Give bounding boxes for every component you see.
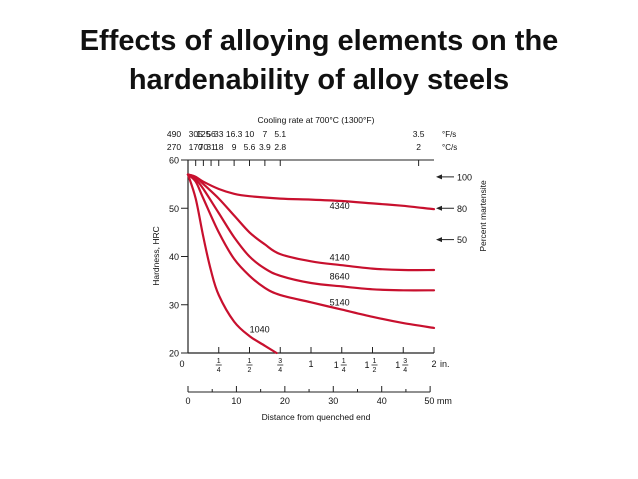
cooling-rate-c-label: 2.8 (274, 142, 286, 152)
mm-tick-label: 30 (328, 396, 338, 406)
x-in-tick-num: 1 (342, 358, 346, 365)
cooling-rate-c-label: 3.9 (259, 142, 271, 152)
x-in-tick-whole: 2 (431, 359, 436, 369)
x-in-tick-den: 4 (217, 367, 221, 374)
series-label-5140: 5140 (330, 298, 350, 308)
cooling-rate-c-label: 31 (206, 142, 216, 152)
x-in-tick-num: 1 (248, 358, 252, 365)
cooling-rate-f-label: 305 (189, 129, 203, 139)
y-tick-label: 30 (169, 300, 179, 310)
x-in-tick-num: 3 (278, 358, 282, 365)
y-tick-label: 40 (169, 252, 179, 262)
x-in-tick-label: 0 (179, 359, 184, 369)
x-in-tick-whole: 1 (395, 360, 400, 370)
cooling-rate-c-label: 18 (214, 142, 224, 152)
x-in-tick-den: 4 (278, 367, 282, 374)
cooling-rate-f-label: 125 (196, 129, 210, 139)
x-in-tick-label: 1 3 4 (395, 358, 409, 374)
x-in-tick-label-text: 0 (179, 359, 184, 369)
martensite-arrowhead (436, 237, 442, 243)
y-tick-label: 20 (169, 349, 179, 359)
cooling-rate-f-label: 10 (245, 129, 255, 139)
cooling-rate-f-label: 33 (214, 129, 224, 139)
cooling-rate-c-label: 170 (189, 142, 203, 152)
x-in-tick-label: 1 12 (364, 358, 378, 374)
x-in-tick-label: 1 14 (334, 358, 347, 374)
x-in-tick-den: 2 (248, 367, 252, 374)
x-in-tick-label: 1 (308, 359, 313, 369)
mm-tick-label: 20 (280, 396, 290, 406)
x-in-tick-num: 3 (403, 358, 407, 365)
cooling-rate-f-label: 7 (263, 129, 268, 139)
top-axis-title: Cooling rate at 700°C (1300°F) (258, 115, 375, 125)
x-in-tick-whole: 1 (334, 360, 339, 370)
series-line-4340 (186, 173, 436, 211)
series-label-4140: 4140 (330, 252, 350, 262)
martensite-arrowhead (436, 205, 442, 211)
x-axis-label: Distance from quenched end (262, 412, 371, 422)
martensite-arrowhead (436, 174, 442, 180)
y-tick-label: 50 (169, 204, 179, 214)
series-label-4340: 4340 (330, 201, 350, 211)
slide-title-line-2: hardenability of alloy steels (128, 64, 510, 96)
x-in-tick-label: 14 (215, 358, 222, 374)
x-in-tick-num: 1 (217, 358, 221, 365)
series-line-5140 (186, 173, 436, 329)
cooling-rate-c-unit: °C/s (442, 143, 457, 152)
mm-tick-label: 40 (377, 396, 387, 406)
cooling-rate-f-label: 490 (167, 129, 181, 139)
slide-title: Effects of alloying elements on the hard… (0, 22, 638, 100)
martensite-label: 80 (457, 204, 467, 214)
cooling-rate-f-unit: °F/s (442, 130, 456, 139)
series-label-1040: 1040 (250, 324, 270, 334)
x-in-tick-label: 2 in. (431, 359, 449, 369)
x-in-tick-den: 4 (403, 367, 407, 374)
series-line-4140 (186, 173, 436, 272)
y-tick-label: 60 (169, 156, 179, 166)
cooling-rate-c-label: 70 (199, 142, 209, 152)
cooling-rate-f-label: 3.5 (413, 129, 425, 139)
series-line-1040 (186, 173, 278, 355)
x-in-tick-label: 12 (246, 358, 253, 374)
series-label-8640: 8640 (330, 272, 350, 282)
y-axis-label: Hardness, HRC (151, 226, 161, 286)
x-in-tick-unit: in. (440, 359, 450, 369)
x-in-tick-num: 1 (373, 358, 377, 365)
x-in-tick-label-text: 1 (308, 359, 313, 369)
martensite-label: 100 (457, 172, 472, 182)
series-line-8640 (186, 173, 436, 292)
slide-title-line-1: Effects of alloying elements on the (79, 25, 559, 57)
cooling-rate-c-label: 5.6 (244, 142, 256, 152)
x-in-tick-whole: 1 (364, 360, 369, 370)
x-in-tick-label: 34 (277, 358, 284, 374)
cooling-rate-f-label: 5.1 (274, 129, 286, 139)
cooling-rate-c-label: 270 (167, 142, 181, 152)
mm-tick-label: 50 mm (424, 396, 452, 406)
x-in-tick-den: 2 (373, 367, 377, 374)
cooling-rate-c-label: 2 (416, 142, 421, 152)
x-in-tick-den: 4 (342, 367, 346, 374)
mm-tick-label: 10 (231, 396, 241, 406)
cooling-rate-c-label: 9 (232, 142, 237, 152)
cooling-rate-f-label: 56 (206, 129, 216, 139)
mm-tick-label: 0 (185, 396, 190, 406)
cooling-rate-f-label: 16.3 (226, 129, 243, 139)
right-axis-label: Percent martensite (478, 180, 488, 252)
martensite-label: 50 (457, 235, 467, 245)
